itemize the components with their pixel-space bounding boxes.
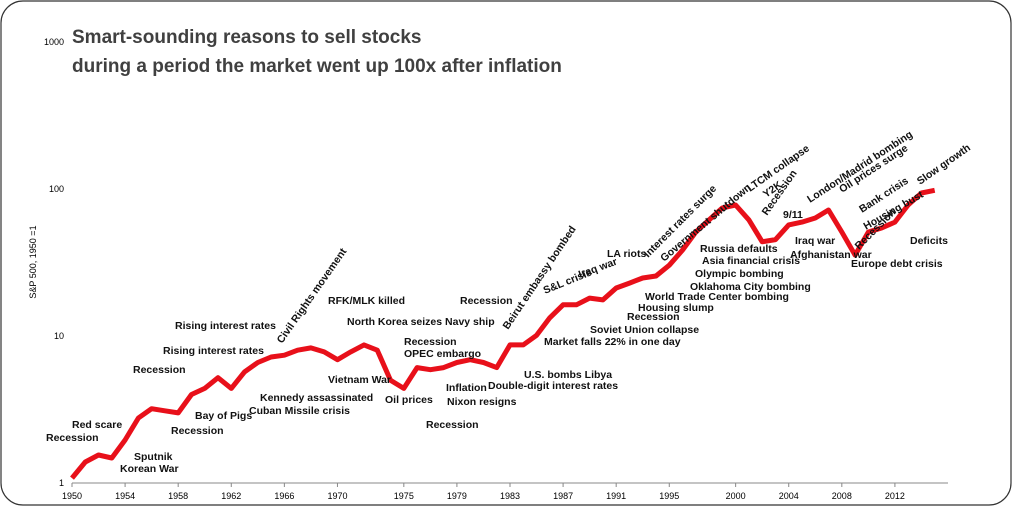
annotation: Bay of Pigs bbox=[195, 410, 252, 422]
annotation: Recession bbox=[404, 336, 457, 348]
x-tick-label: 2012 bbox=[885, 491, 905, 501]
y-axis-label: S&P 500, 1950 =1 bbox=[28, 225, 38, 298]
annotation: Double-digit interest rates bbox=[488, 380, 618, 392]
annotation: Market falls 22% in one day bbox=[544, 336, 681, 348]
annotation: World Trade Center bombing bbox=[645, 291, 789, 303]
annotation: Inflation bbox=[446, 382, 487, 394]
y-tick-label: 100 bbox=[49, 184, 64, 194]
x-tick-label: 1970 bbox=[327, 491, 347, 501]
y-tick-label: 1000 bbox=[44, 37, 64, 47]
annotation: Deficits bbox=[910, 235, 948, 247]
annotation: RFK/MLK killed bbox=[328, 295, 405, 307]
annotation: Recession bbox=[426, 419, 479, 431]
annotation: Recession bbox=[171, 425, 224, 437]
annotation: Housing slump bbox=[638, 302, 714, 314]
x-tick-label: 1983 bbox=[500, 491, 520, 501]
annotation: Recession bbox=[627, 311, 680, 323]
annotation: Olympic bombing bbox=[695, 268, 784, 280]
annotation: Vietnam War bbox=[328, 374, 391, 386]
x-tick-label: 2000 bbox=[726, 491, 746, 501]
annotation: Asia financial crisis bbox=[702, 255, 800, 267]
annotation: 9/11 bbox=[783, 209, 803, 221]
annotation: Sputnik bbox=[134, 451, 173, 463]
y-tick-label: 10 bbox=[54, 331, 64, 341]
annotation: Red scare bbox=[72, 419, 122, 431]
annotation: OPEC embargo bbox=[404, 348, 481, 360]
x-tick-label: 1987 bbox=[553, 491, 573, 501]
annotation: Cuban Missile crisis bbox=[249, 405, 350, 417]
annotation: North Korea seizes Navy ship bbox=[347, 316, 495, 328]
annotation: Rising interest rates bbox=[175, 320, 276, 332]
annotation: Recession bbox=[133, 364, 186, 376]
annotation: Kennedy assassinated bbox=[260, 392, 373, 404]
x-tick-label: 1975 bbox=[394, 491, 414, 501]
annotation: Europe debt crisis bbox=[851, 258, 943, 270]
data-line bbox=[70, 187, 936, 480]
annotation: U.S. bombs Libya bbox=[524, 369, 612, 381]
annotation: Russia defaults bbox=[700, 243, 778, 255]
x-tick-label: 1991 bbox=[606, 491, 626, 501]
annotation: Soviet Union collapse bbox=[590, 324, 699, 336]
chart-title: Smart-sounding reasons to sell stocks bbox=[72, 27, 421, 48]
x-tick-label: 1979 bbox=[447, 491, 467, 501]
x-tick-label: 2004 bbox=[779, 491, 799, 501]
chart-title: during a period the market went up 100x … bbox=[72, 56, 562, 77]
x-tick-label: 1995 bbox=[659, 491, 679, 501]
annotation: LA riots bbox=[607, 248, 646, 260]
x-tick-label: 1966 bbox=[274, 491, 294, 501]
x-tick-label: 1958 bbox=[168, 491, 188, 501]
x-tick-label: 2008 bbox=[832, 491, 852, 501]
x-tick-label: 1950 bbox=[62, 491, 82, 501]
annotation: Nixon resigns bbox=[447, 396, 517, 408]
annotation: Recession bbox=[46, 432, 99, 444]
x-tick-label: 1954 bbox=[115, 491, 135, 501]
y-tick-label: 1 bbox=[59, 478, 64, 488]
annotation: Rising interest rates bbox=[163, 345, 264, 357]
annotation: Afghanistan war bbox=[790, 249, 872, 261]
annotation: Oklahoma City bombing bbox=[690, 281, 811, 293]
annotation: Recession bbox=[460, 295, 513, 307]
x-tick-label: 1962 bbox=[221, 491, 241, 501]
annotation: Iraq war bbox=[795, 235, 835, 247]
annotation: Oil prices bbox=[385, 394, 433, 406]
annotation: Korean War bbox=[120, 463, 179, 475]
